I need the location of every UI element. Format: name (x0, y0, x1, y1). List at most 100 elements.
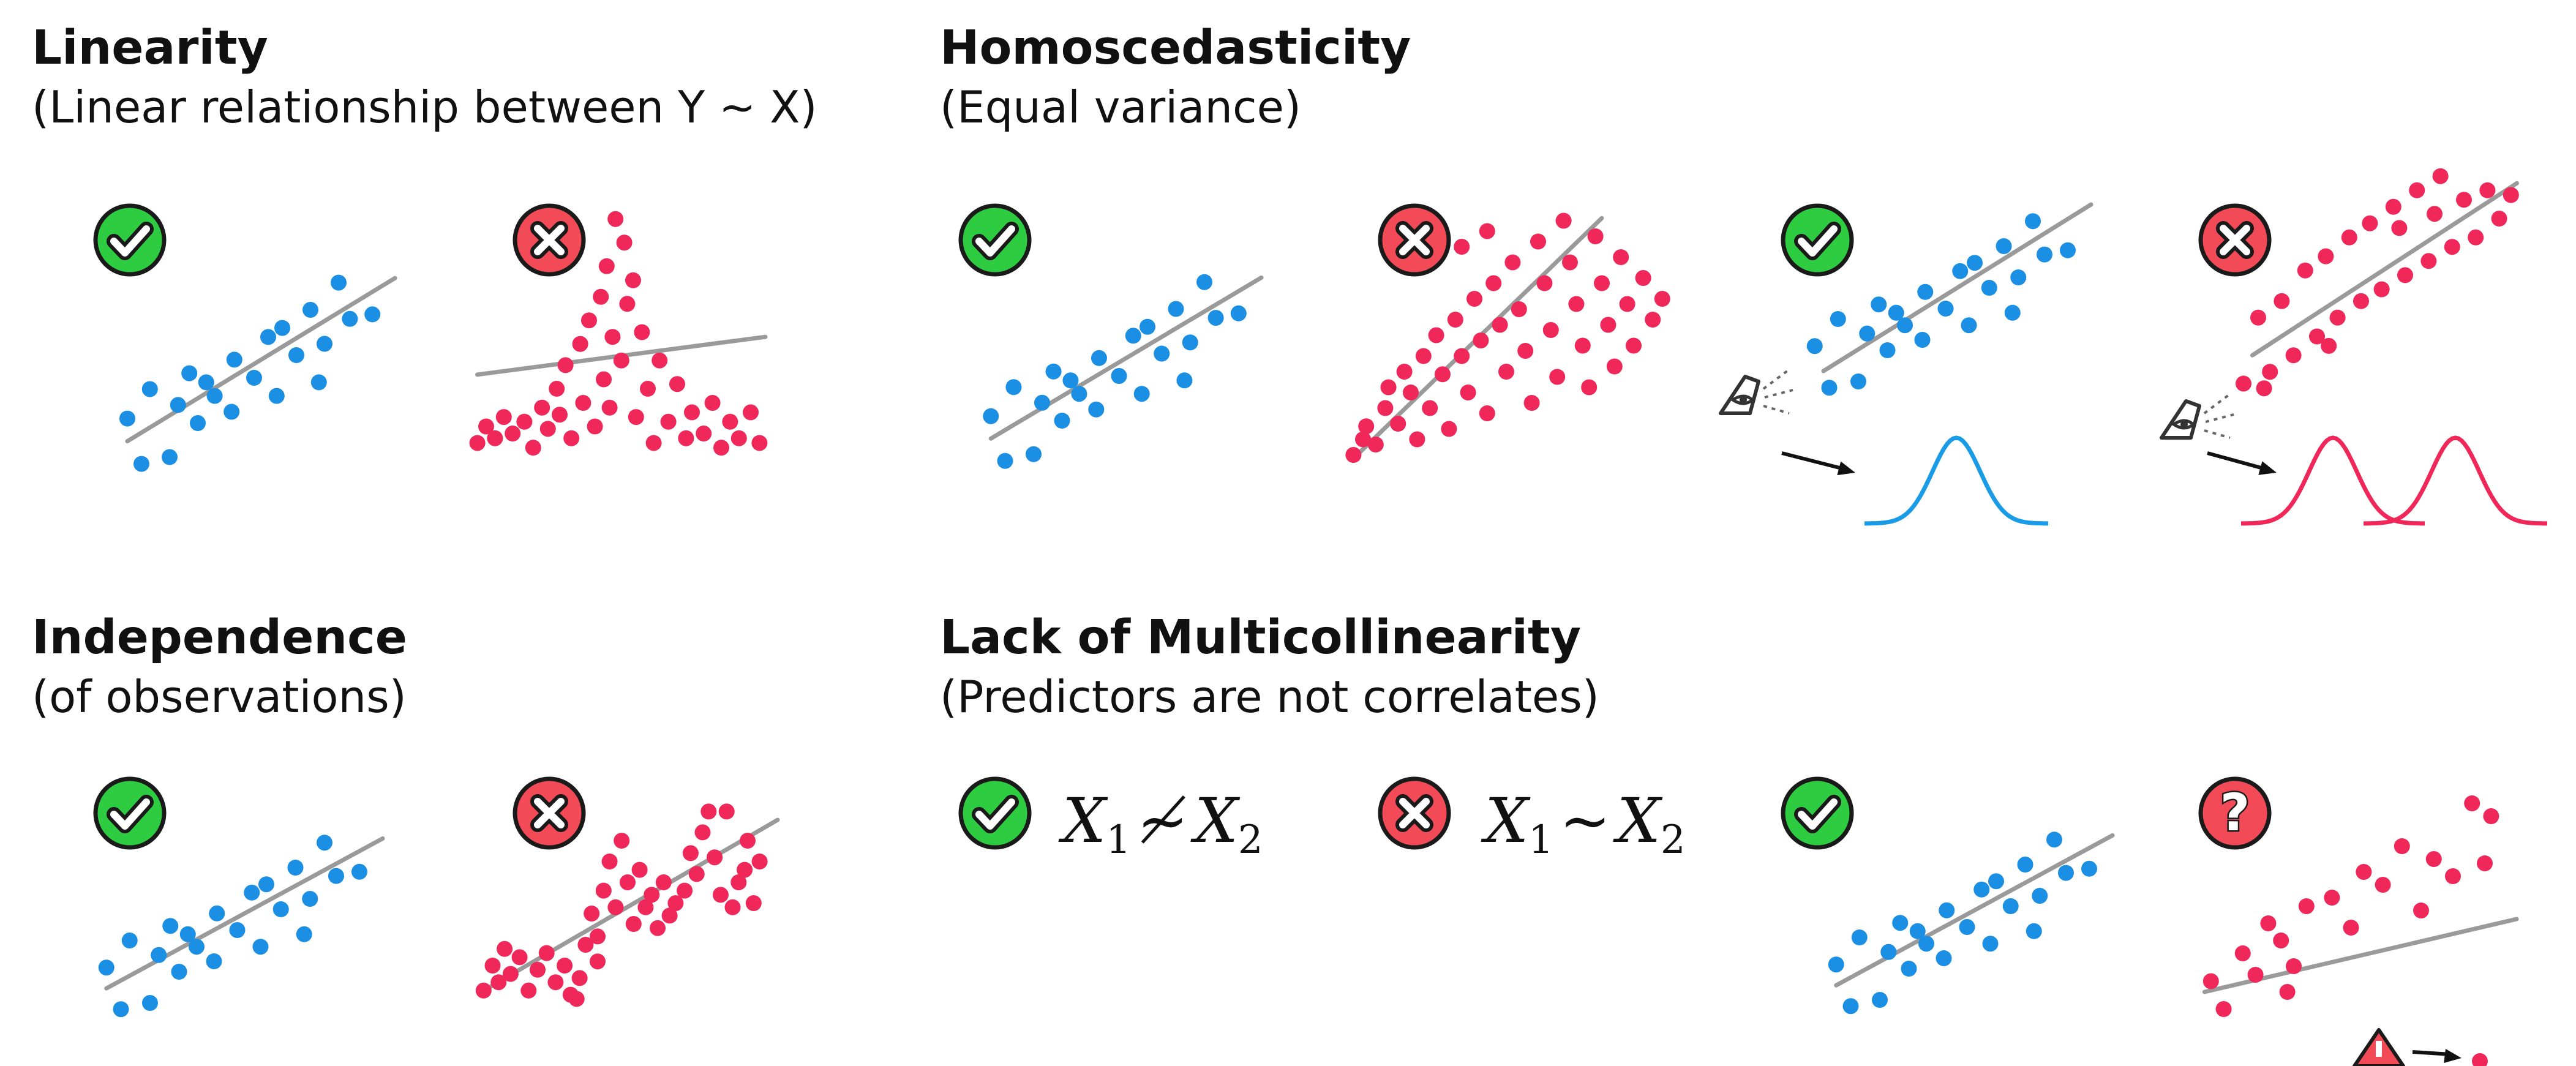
homoscedasticity-bad-band-scatter-point (2250, 309, 2266, 326)
homoscedasticity-bad-scatter-point (1523, 395, 1540, 411)
linearity-bad-scatter-point (604, 329, 621, 345)
multicollinearity-good-scatter-point (1936, 950, 1952, 966)
homoscedasticity-bad-scatter-point (1594, 275, 1610, 291)
homoscedasticity-bad-scatter-point (1635, 270, 1651, 286)
independence-good-scatter-point (287, 860, 304, 876)
homoscedasticity-bad-band-scatter-point (2391, 220, 2408, 236)
linearity-good-scatter-point (342, 310, 358, 327)
linearity-subtitle: (Linear relationship between Y ~ X) (32, 81, 817, 133)
independence-good-scatter-point (162, 918, 179, 934)
independence-bad-scatter-point (475, 982, 492, 999)
homoscedasticity-good-band-scatter (1806, 202, 2093, 396)
homoscedasticity-bad-band-scatter-point (2262, 364, 2278, 380)
linearity-bad-scatter-point (478, 418, 494, 435)
homoscedasticity-bad-band-scatter-point (2321, 337, 2337, 354)
homoscedasticity-good-band-scatter-point (1996, 238, 2012, 254)
linearity-good-scatter (119, 274, 397, 472)
multicollinearity-good-scatter-point (1939, 902, 1955, 918)
homoscedasticity-bad-scatter-point (1555, 212, 1572, 229)
warning-triangle-icon (2353, 1028, 2405, 1066)
homoscedasticity-bad-band-scatter-point (2503, 187, 2519, 203)
homoscedasticity-bad-scatter-point (1574, 337, 1591, 354)
homoscedasticity-bad-scatter-point (1367, 437, 1384, 452)
arrow-icon (2207, 451, 2277, 475)
homoscedasticity-bad-band-scatter-point (2318, 248, 2334, 265)
homoscedasticity-good-band-scatter-point (1961, 317, 1977, 334)
multicollinearity-bad-scatter-point (2324, 890, 2340, 906)
homoscedasticity-bad-scatter-point (1479, 223, 1495, 239)
multicollinearity-bad-scatter-point (2279, 984, 2296, 1000)
homoscedasticity-good-band-scatter-point (1937, 301, 1954, 317)
multicollinearity-good-scatter-point (1918, 936, 1934, 952)
independence-bad-scatter-point (694, 824, 711, 841)
independence-bad-scatter-point (718, 803, 735, 820)
homoscedasticity-bad-scatter-point (1415, 348, 1432, 364)
linearity-good-scatter-point (364, 306, 381, 323)
extras-layer (1719, 369, 2547, 1066)
homoscedasticity-good-scatter-point (1207, 310, 1224, 326)
linearity-bad-scatter-point (704, 395, 721, 411)
homoscedasticity-good-scatter-point (1062, 372, 1079, 389)
linearity-bad-scatter-point (678, 430, 694, 446)
homoscedasticity-bad-scatter-point (1530, 233, 1546, 250)
svg-text:?: ? (2220, 783, 2250, 843)
independence-good-scatter-point (317, 835, 332, 851)
linearity-bad-scatter-point (549, 380, 565, 397)
homoscedasticity-bad-scatter-point (1645, 312, 1661, 328)
independence-bad-scatter-point (577, 937, 594, 953)
homoscedasticity-good-scatter-point (1154, 345, 1170, 362)
linearity-good-scatter-point (260, 329, 276, 345)
linearity-bad-scatter-point (552, 407, 568, 423)
independence-bad-scatter-point (620, 874, 636, 890)
independence-bad-scatter-point (490, 974, 507, 991)
homoscedasticity-good-band-scatter-point (2010, 269, 2027, 285)
independence-bad-scatter (475, 803, 780, 1007)
multicollinearity-good-scatter-point (2017, 857, 2033, 873)
homoscedasticity-bad-band-scatter-point (2427, 206, 2443, 222)
homoscedasticity-bad-band-scatter-point (2236, 375, 2251, 392)
multicollinearity-good-scatter-point (2081, 860, 2097, 877)
independence-good-scatter-point (351, 863, 367, 880)
svg-text:X1≁X2: X1 ≁ X2 (1058, 785, 1263, 863)
homoscedasticity-bad-scatter-point (1479, 405, 1495, 421)
independence-bad-scatter-point (530, 961, 546, 978)
linearity-good-scatter-point (302, 302, 318, 318)
homoscedasticity-bad-scatter-point (1422, 400, 1438, 416)
homoscedasticity-bad-scatter-point (1377, 400, 1394, 416)
independence-bad-scatter-point (590, 953, 606, 970)
homoscedasticity-bad-scatter-point (1447, 312, 1463, 328)
multicollinearity-good-scatter-point (1982, 936, 1999, 952)
linearity-good-scatter-point (223, 404, 240, 420)
homoscedasticity-bad-band-scatter-point (2432, 168, 2449, 184)
homoscedasticity-bad-scatter-point (1485, 275, 1502, 291)
homoscedasticity-good-scatter-point (1196, 274, 1212, 290)
linearity-bad-scatter-point (616, 235, 633, 251)
badges-layer: ? (93, 203, 2272, 850)
homoscedasticity-bad-band-scatter-point (2256, 380, 2272, 397)
linearity-bad-scatter-point (722, 413, 738, 430)
multicollinearity-bad-scatter-point (2247, 967, 2264, 983)
linearity-bad-scatter-point (469, 435, 486, 451)
x-circle-icon (1378, 203, 1451, 277)
independence-bad-scatter-point (607, 899, 624, 915)
homoscedasticity-good-scatter-point (1133, 386, 1150, 402)
multicollinearity-subtitle: (Predictors are not correlates) (940, 671, 1599, 723)
linearity-bad-scatter-point (684, 404, 700, 421)
linearity-good-scatter-point (170, 397, 186, 413)
multicollinearity-bad-scatter-point (2286, 958, 2302, 974)
homoscedasticity-bad-band-scatter-point (2285, 347, 2302, 364)
homoscedasticity-bad-band-scatter-point (2397, 267, 2413, 283)
homoscedasticity-bad-scatter-point (1536, 275, 1553, 291)
linearity-bad-scatter-point (669, 376, 685, 392)
check-circle-icon (1781, 776, 1854, 850)
multicollinearity-good-scatter-point (1988, 873, 2004, 890)
homoscedasticity-good-scatter-point (983, 408, 999, 424)
homoscedasticity-good-scatter-point (1054, 413, 1070, 429)
x-circle-icon (513, 776, 586, 850)
independence-good-scatter-point (206, 953, 222, 969)
multicollinearity-good-scatter-point (2046, 831, 2062, 848)
homoscedasticity-bad-scatter-point (1613, 249, 1629, 265)
multicollinearity-bad-scatter-point (2356, 864, 2372, 880)
homoscedasticity-bad-scatter-point (1473, 332, 1489, 348)
scatter-panels-layer (98, 168, 2519, 1018)
